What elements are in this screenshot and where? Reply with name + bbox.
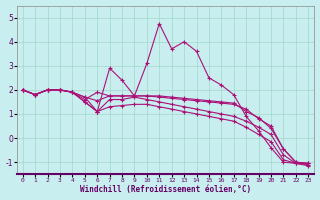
X-axis label: Windchill (Refroidissement éolien,°C): Windchill (Refroidissement éolien,°C) — [80, 185, 251, 194]
